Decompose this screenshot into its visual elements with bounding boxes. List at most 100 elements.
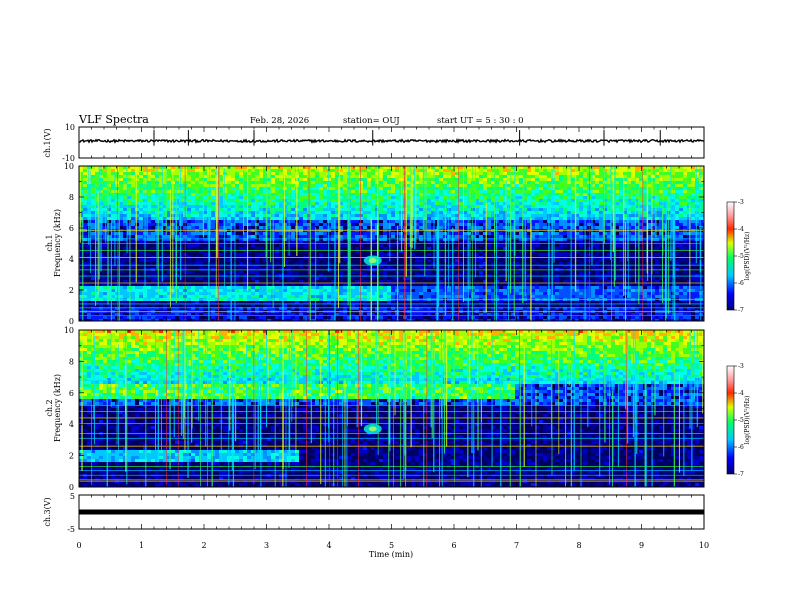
spectrogram-cell (531, 193, 535, 196)
spectrogram-cell (515, 217, 519, 220)
spectrogram-cell (275, 208, 279, 211)
spectrogram-cell (515, 226, 519, 229)
spectrogram-cell (111, 196, 115, 199)
spectrogram-cell (187, 226, 191, 229)
spectrogram-cell (395, 187, 399, 190)
spectrogram-cell (575, 202, 579, 205)
spectrogram-cell (199, 184, 203, 187)
spectrogram-cell (535, 241, 539, 244)
spectrogram-cell (191, 196, 195, 199)
spectrogram-cell (587, 187, 591, 190)
spectrogram-cell (455, 184, 459, 187)
spectrogram-cell (671, 169, 675, 172)
spectrogram-cell (135, 211, 139, 214)
spectrogram-cell (107, 283, 111, 286)
spectrogram-cell (159, 223, 163, 226)
spectrogram-cell (299, 232, 303, 235)
spectrogram-cell (579, 235, 583, 238)
spectrogram-cell (595, 250, 599, 253)
spectrogram-cell (495, 217, 499, 220)
spectrogram-cell (95, 226, 99, 229)
spectrogram-cell (163, 235, 167, 238)
spectrogram-cell (455, 190, 459, 193)
spectrogram-cell (263, 211, 267, 214)
spectrogram-cell (239, 217, 243, 220)
spectrogram-cell (667, 175, 671, 178)
spectrogram-cell (459, 178, 463, 181)
spectrogram-cell (683, 172, 687, 175)
spectrogram-cell (495, 271, 499, 274)
spectrogram-cell (339, 226, 343, 229)
spectrogram-cell (323, 178, 327, 181)
spectrogram-cell (483, 178, 487, 181)
spectrogram-cell (579, 226, 583, 229)
spectrogram-cell (615, 202, 619, 205)
spectrogram-cell (507, 166, 511, 169)
spectrogram-cell (551, 277, 555, 280)
spectrogram-cell (203, 166, 207, 169)
spectrogram-cell (531, 172, 535, 175)
spectrogram-cell (371, 226, 375, 229)
spectrogram-cell (167, 169, 171, 172)
spectrogram-cell (379, 169, 383, 172)
spectrogram-cell (607, 271, 611, 274)
spectrogram-cell (431, 169, 435, 172)
spectrogram-cell (519, 178, 523, 181)
spectrogram-cell (535, 235, 539, 238)
spectrogram-cell (191, 169, 195, 172)
spectrogram-cell (683, 244, 687, 247)
spectrogram-cell (535, 220, 539, 223)
spectrogram-cell (215, 262, 219, 265)
spectrogram-cell (511, 235, 515, 238)
spectrogram-cell (231, 277, 235, 280)
spectrogram-cell (351, 232, 355, 235)
spectrogram-cell (571, 208, 575, 211)
spectrogram-cell (363, 187, 367, 190)
spectrogram-cell (315, 199, 319, 202)
spectrogram-cell (663, 205, 667, 208)
spectrogram-cell (427, 277, 431, 280)
spectrogram-cell (643, 208, 647, 211)
spectrogram-cell (279, 238, 283, 241)
spectrogram-cell (147, 238, 151, 241)
spectrogram-cell (151, 169, 155, 172)
spectrogram-cell (339, 277, 343, 280)
spectrogram-cell (547, 169, 551, 172)
spectrogram-cell (95, 262, 99, 265)
spectrogram-cell (299, 214, 303, 217)
spectrogram-cell (535, 253, 539, 256)
spectrogram-cell (319, 220, 323, 223)
spectrogram-cell (123, 259, 127, 262)
spectrogram-cell (659, 277, 663, 280)
spectrogram-cell (275, 223, 279, 226)
spectrogram-cell (139, 259, 143, 262)
spectrogram-cell (699, 172, 703, 175)
spectrogram-cell (375, 205, 379, 208)
spectrogram-cell (355, 208, 359, 211)
spectrogram-cell (387, 217, 391, 220)
spectrogram-cell (155, 277, 159, 280)
spectrogram-cell (483, 169, 487, 172)
spectrogram-cell (567, 274, 571, 277)
spectrogram-cell (311, 220, 315, 223)
spectrogram-cell (299, 169, 303, 172)
spectrogram-cell (111, 211, 115, 214)
spectrogram-cell (659, 220, 663, 223)
spectrogram-cell (375, 220, 379, 223)
spectrogram-cell (131, 202, 135, 205)
spectrogram-cell (555, 169, 559, 172)
spectrogram-cell (275, 199, 279, 202)
spectrogram-cell (555, 196, 559, 199)
spectrogram-cell (323, 262, 327, 265)
spectrogram-cell (219, 217, 223, 220)
spectrogram-cell (359, 175, 363, 178)
spectrogram-cell (295, 274, 299, 277)
spectrogram-cell (455, 274, 459, 277)
spectrogram-cell (247, 220, 251, 223)
spectrogram-cell (139, 196, 143, 199)
spectrogram-cell (119, 193, 123, 196)
spectrogram-cell (115, 220, 119, 223)
spectrogram-cell (207, 169, 211, 172)
spectrogram-cell (247, 211, 251, 214)
spectrogram-cell (159, 187, 163, 190)
